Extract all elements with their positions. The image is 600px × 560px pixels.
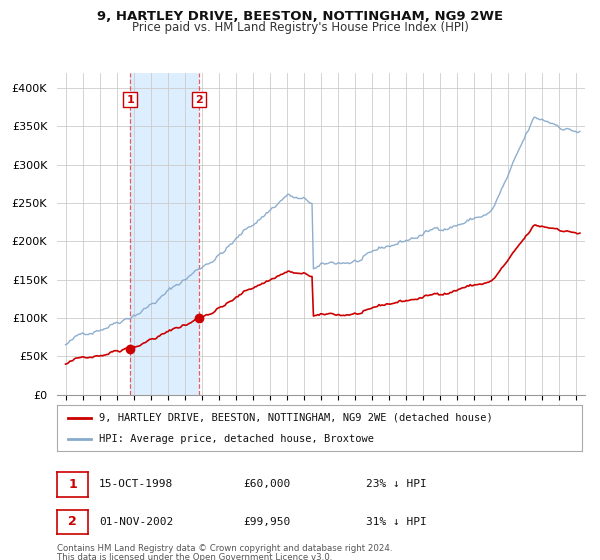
Text: 1: 1 (126, 95, 134, 105)
Text: £99,950: £99,950 (243, 517, 290, 527)
Text: 9, HARTLEY DRIVE, BEESTON, NOTTINGHAM, NG9 2WE: 9, HARTLEY DRIVE, BEESTON, NOTTINGHAM, N… (97, 10, 503, 23)
Text: 2: 2 (68, 515, 77, 529)
Text: 1: 1 (68, 478, 77, 491)
Text: 31% ↓ HPI: 31% ↓ HPI (366, 517, 427, 527)
Text: This data is licensed under the Open Government Licence v3.0.: This data is licensed under the Open Gov… (57, 553, 332, 560)
Text: Contains HM Land Registry data © Crown copyright and database right 2024.: Contains HM Land Registry data © Crown c… (57, 544, 392, 553)
Bar (130, 73, 199, 395)
Text: 01-NOV-2002: 01-NOV-2002 (99, 517, 173, 527)
Text: 2: 2 (195, 95, 203, 105)
Text: 15-OCT-1998: 15-OCT-1998 (99, 479, 173, 489)
Text: 9, HARTLEY DRIVE, BEESTON, NOTTINGHAM, NG9 2WE (detached house): 9, HARTLEY DRIVE, BEESTON, NOTTINGHAM, N… (99, 413, 493, 423)
Text: £60,000: £60,000 (243, 479, 290, 489)
Text: Price paid vs. HM Land Registry's House Price Index (HPI): Price paid vs. HM Land Registry's House … (131, 21, 469, 34)
Text: 23% ↓ HPI: 23% ↓ HPI (366, 479, 427, 489)
Text: HPI: Average price, detached house, Broxtowe: HPI: Average price, detached house, Brox… (99, 435, 374, 444)
